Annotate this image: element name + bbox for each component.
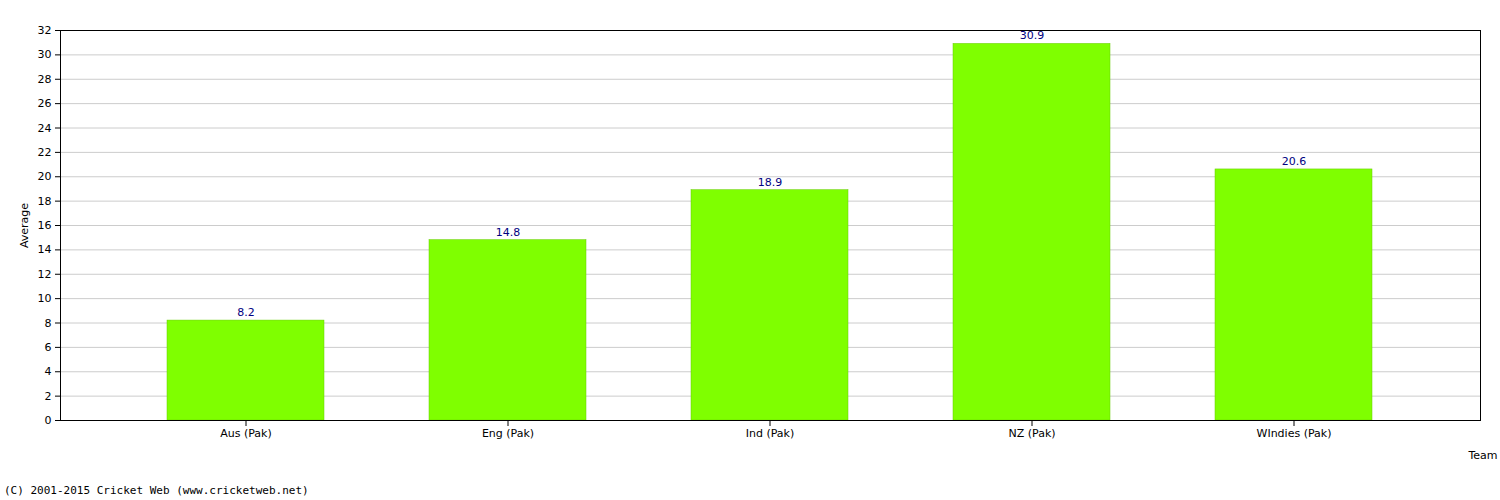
svg-text:24: 24 (38, 122, 52, 135)
svg-text:Aus (Pak): Aus (Pak) (220, 427, 272, 440)
svg-text:14.8: 14.8 (496, 226, 521, 239)
svg-text:Eng (Pak): Eng (Pak) (482, 427, 534, 440)
svg-text:20.6: 20.6 (1282, 155, 1307, 168)
svg-text:Team: Team (1467, 449, 1497, 462)
svg-text:10: 10 (38, 292, 52, 305)
svg-text:30: 30 (38, 48, 52, 61)
html-text:(C) 2001-2015 Cricket Web (www: (C) 2001-2015 Cricket Web (www.cricketwe… (4, 484, 309, 497)
svg-text:32: 32 (38, 24, 52, 37)
svg-text:8: 8 (45, 317, 52, 330)
svg-text:14: 14 (38, 243, 52, 256)
svg-text:18.9: 18.9 (758, 176, 783, 189)
svg-text:30.9: 30.9 (1020, 29, 1045, 42)
svg-text:26: 26 (38, 97, 52, 110)
svg-text:18: 18 (38, 195, 52, 208)
svg-text:12: 12 (38, 268, 52, 281)
svg-text:0: 0 (45, 414, 52, 427)
svg-text:WIndies (Pak): WIndies (Pak) (1257, 427, 1332, 440)
svg-text:2: 2 (45, 390, 52, 403)
svg-text:4: 4 (45, 365, 52, 378)
svg-text:6: 6 (45, 341, 52, 354)
svg-text:Ind (Pak): Ind (Pak) (746, 427, 795, 440)
svg-text:22: 22 (38, 146, 52, 159)
svg-text:8.2: 8.2 (237, 306, 255, 319)
svg-text:16: 16 (38, 219, 52, 232)
svg-text:Average: Average (18, 203, 31, 248)
svg-text:20: 20 (38, 170, 52, 183)
svg-text:28: 28 (38, 73, 52, 86)
svg-text:NZ (Pak): NZ (Pak) (1008, 427, 1055, 440)
